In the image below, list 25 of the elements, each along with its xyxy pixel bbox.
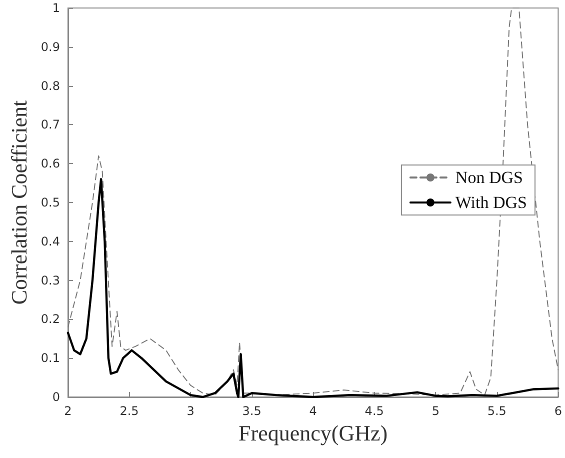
y-tick-label: 0.4 — [40, 234, 60, 248]
x-tick-label: 3.5 — [242, 404, 262, 418]
y-axis-title: Correlation Coefficient — [6, 100, 32, 305]
x-tick-label: 2 — [64, 404, 72, 418]
y-tick-label: 0.5 — [40, 196, 60, 210]
legend-label: With DGS — [455, 193, 528, 212]
x-axis-title: Frequency(GHz) — [238, 420, 388, 446]
legend-label: Non DGS — [455, 168, 523, 187]
y-tick-label: 0.9 — [40, 40, 60, 54]
y-tick-label: 0.2 — [40, 312, 60, 326]
x-tick-label: 4 — [309, 404, 317, 418]
y-tick-label: 0.3 — [40, 273, 60, 288]
y-tick-label: 0.6 — [40, 156, 60, 171]
y-tick-label: 0 — [52, 390, 60, 404]
y-tick-label: 1 — [52, 1, 60, 15]
y-tick-label: 0.8 — [40, 78, 60, 93]
x-tick-label: 2.5 — [120, 404, 139, 418]
x-tick-label: 3 — [186, 404, 194, 418]
y-tick-label: 0.7 — [40, 118, 60, 132]
x-tick-label: 4.5 — [364, 404, 384, 418]
line-series — [67, 8, 559, 396]
x-tick-label: 6 — [554, 404, 562, 418]
y-tick-label: 0.1 — [40, 351, 60, 366]
x-tick-label: 5 — [432, 404, 440, 418]
x-tick-label: 5.5 — [487, 404, 506, 418]
